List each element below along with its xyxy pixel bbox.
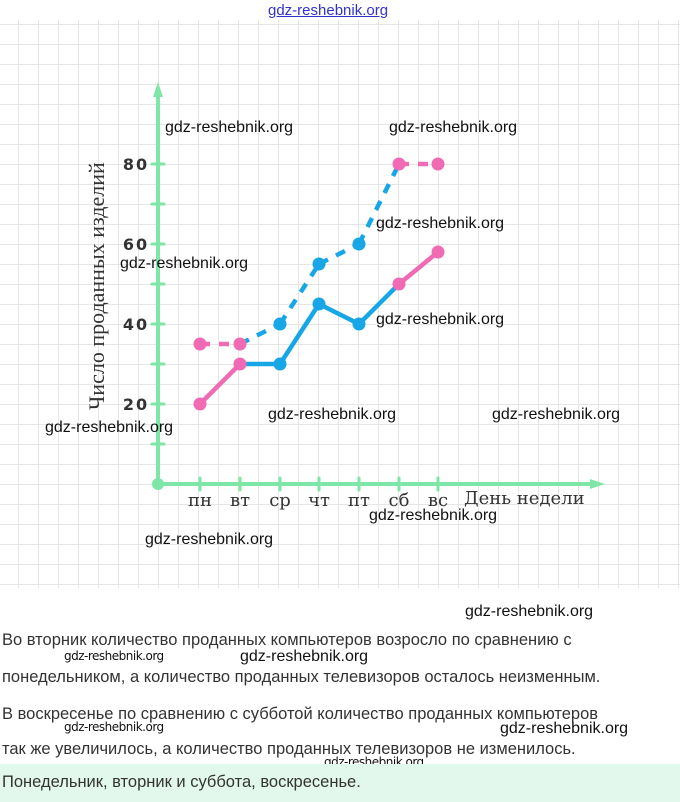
- solid-series-point: [193, 397, 207, 411]
- x-tick-label: вт: [230, 490, 250, 511]
- dashed-series-point: [431, 157, 445, 171]
- x-axis-arrow: [590, 479, 605, 489]
- watermark: gdz-reshebnik.org: [145, 531, 274, 548]
- solid-series-segment: [357, 282, 401, 326]
- solid-series-segment: [198, 362, 242, 406]
- line-chart: 20 40 60 80 пн вт ср чт пт сб вс День недели Число п…: [84, 82, 605, 511]
- answer-text: Понедельник, вторник и суббота, воскресе…: [2, 773, 361, 791]
- watermark: gdz-reshebnik.org: [376, 311, 505, 328]
- answer-box: Понедельник, вторник и суббота, воскресе…: [0, 764, 680, 802]
- dashed-series-segment: [356, 162, 402, 246]
- dashed-series-point: [352, 237, 366, 251]
- solid-series-segment: [397, 250, 440, 286]
- x-tick-label: пн: [188, 490, 212, 511]
- watermark: gdz-reshebnik.org: [64, 649, 164, 663]
- dashed-series-point: [392, 157, 406, 171]
- x-tick-label: ср: [269, 490, 291, 511]
- watermark: gdz-reshebnik.org: [389, 119, 518, 136]
- dashed-series-point: [233, 337, 247, 351]
- solid-series-point: [273, 357, 287, 371]
- watermark: gdz-reshebnik.org: [376, 215, 505, 232]
- solid-series-segment: [317, 301, 361, 327]
- solid-series-point: [431, 245, 445, 259]
- solid-series-point: [312, 297, 326, 311]
- solid-series-segment: [278, 302, 321, 366]
- explanation-text: понедельником, а количество проданных те…: [2, 668, 601, 686]
- watermark: gdz-reshebnik.org: [240, 648, 369, 665]
- watermark: gdz-reshebnik.org: [120, 255, 249, 272]
- solid-series-point: [233, 357, 247, 371]
- y-axis-label: Число проданных изделий: [84, 162, 109, 410]
- solid-series-point: [392, 277, 406, 291]
- y-tick-label: 40: [123, 315, 149, 334]
- y-axis-arrow: [153, 82, 163, 97]
- watermark: gdz-reshebnik.org: [165, 119, 294, 136]
- origin-point: [152, 478, 164, 490]
- watermark: gdz-reshebnik.org: [268, 406, 397, 423]
- x-axis-label: День недели: [464, 488, 585, 509]
- watermark: gdz-reshebnik.org: [500, 720, 629, 737]
- dashed-series-segment: [317, 241, 361, 267]
- explanation-text: Во вторник количество проданных компьюте…: [2, 631, 572, 649]
- watermark: gdz-reshebnik.org: [465, 603, 594, 620]
- y-tick-label: 80: [123, 155, 149, 174]
- x-tick-label: чт: [308, 490, 330, 511]
- grid-background: [0, 20, 680, 588]
- y-tick-label: 20: [123, 395, 149, 414]
- dashed-series-point: [193, 337, 207, 351]
- solid-series-point: [352, 317, 366, 331]
- dashed-series-segment: [238, 321, 282, 347]
- watermark: gdz-reshebnik.org: [64, 720, 164, 734]
- x-tick-label: пт: [348, 490, 370, 511]
- explanation-text: так же увеличилось, а количество проданн…: [2, 740, 576, 758]
- dashed-series-point: [273, 317, 287, 331]
- explanation-text: В воскресенье по сравнению с субботой ко…: [2, 705, 599, 723]
- y-tick-label: 60: [123, 235, 149, 254]
- watermark: gdz-reshebnik.org: [492, 406, 621, 423]
- dashed-series-segment: [278, 262, 321, 326]
- x-tick-label: сб: [389, 490, 410, 511]
- x-tick-label: вс: [428, 490, 448, 511]
- watermark: gdz-reshebnik.org: [369, 507, 498, 524]
- watermark[interactable]: gdz-reshebnik.org: [268, 2, 389, 19]
- dashed-series-point: [312, 257, 326, 271]
- watermark: gdz-reshebnik.org: [45, 419, 174, 436]
